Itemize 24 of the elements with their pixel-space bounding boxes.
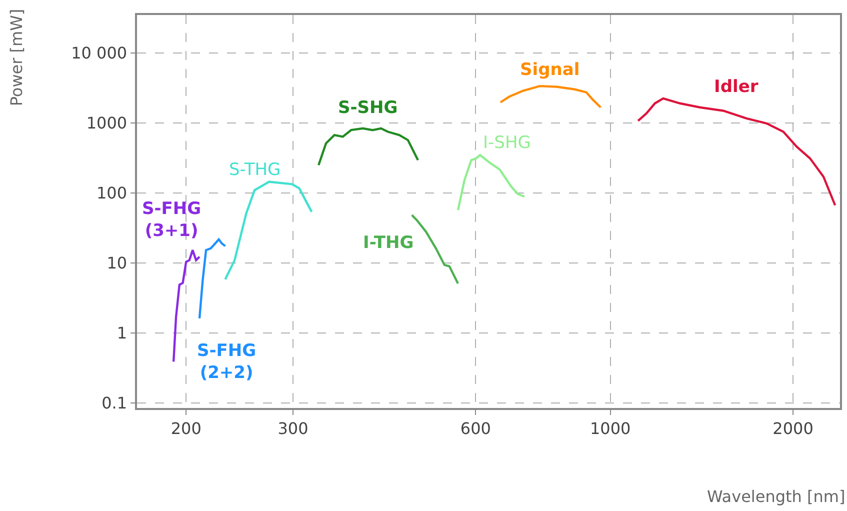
series-label: Signal	[520, 60, 580, 80]
x-tick-label: 300	[278, 418, 308, 438]
series-label: S-FHG (3+1)	[142, 199, 202, 242]
line-series	[456, 154, 526, 212]
x-tick-label: 200	[170, 418, 202, 438]
x-tick-label: 1000	[590, 418, 631, 438]
y-axis-title: Power [mW]	[6, 8, 26, 106]
series-label: S-THG	[229, 160, 281, 180]
y-tick-label: 100	[96, 184, 128, 203]
series-label: S-FHG (2+2)	[197, 341, 256, 384]
y-tick-label: 1	[116, 324, 128, 343]
y-tick-label: 10	[106, 254, 128, 273]
y-tick-label: 10 000	[71, 44, 128, 63]
y-tick-label: 1000	[86, 114, 128, 133]
x-tick-label: 2000	[772, 418, 814, 438]
series-label: S-SHG	[338, 98, 398, 118]
line-series	[410, 214, 460, 285]
x-axis-title: Wavelength [nm]	[707, 487, 846, 506]
y-tick-label: 0.1	[102, 394, 128, 413]
x-tick-label: 600	[460, 418, 491, 438]
series-label: I-THG	[363, 233, 414, 253]
line-series	[198, 238, 226, 320]
series-label: I-SHG	[483, 133, 531, 153]
series-label: Idler	[714, 77, 759, 97]
